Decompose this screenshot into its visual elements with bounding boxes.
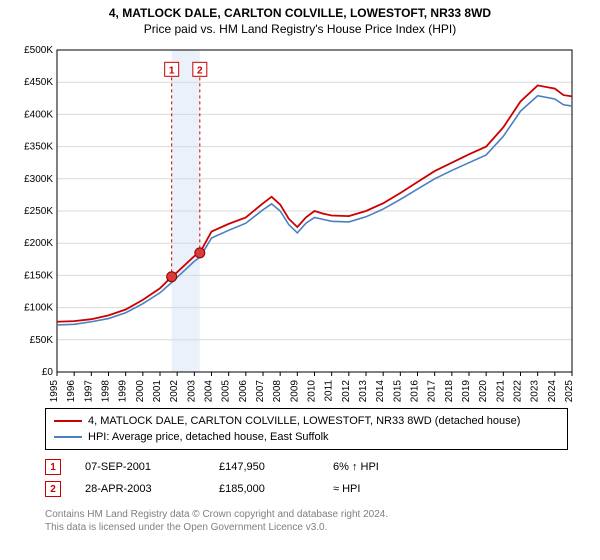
svg-text:2021: 2021 xyxy=(495,380,506,402)
transaction-date: 07-SEP-2001 xyxy=(85,461,195,473)
svg-text:2019: 2019 xyxy=(461,380,472,402)
svg-text:2: 2 xyxy=(197,65,203,76)
legend-label: 4, MATLOCK DALE, CARLTON COLVILLE, LOWES… xyxy=(88,415,520,427)
svg-text:2020: 2020 xyxy=(478,380,489,402)
svg-text:1997: 1997 xyxy=(83,380,94,402)
chart-title: 4, MATLOCK DALE, CARLTON COLVILLE, LOWES… xyxy=(0,6,600,20)
legend-swatch xyxy=(54,436,82,438)
svg-text:1996: 1996 xyxy=(66,380,77,402)
disclaimer-line: This data is licensed under the Open Gov… xyxy=(45,521,568,534)
svg-text:£200K: £200K xyxy=(24,238,53,249)
svg-text:2005: 2005 xyxy=(221,380,232,402)
svg-text:£400K: £400K xyxy=(24,109,53,120)
chart-svg: £0 £50K £100K £150K £200K £250K £300K £350K £400… xyxy=(12,42,588,402)
svg-text:£350K: £350K xyxy=(24,142,53,153)
svg-text:2000: 2000 xyxy=(135,380,146,402)
transaction-price: £185,000 xyxy=(219,483,309,495)
svg-text:2017: 2017 xyxy=(427,380,438,402)
svg-text:1995: 1995 xyxy=(49,380,60,402)
svg-text:£250K: £250K xyxy=(24,206,53,217)
svg-text:£0: £0 xyxy=(42,367,54,378)
svg-text:2004: 2004 xyxy=(204,380,215,402)
svg-text:2018: 2018 xyxy=(444,380,455,402)
transaction-date: 28-APR-2003 xyxy=(85,483,195,495)
transaction-marker: 2 xyxy=(45,481,61,497)
transaction-pct: 6% ↑ HPI xyxy=(333,461,423,473)
legend-label: HPI: Average price, detached house, East… xyxy=(88,431,329,443)
transaction-marker-id: 2 xyxy=(50,484,56,495)
svg-text:2015: 2015 xyxy=(392,380,403,402)
legend-item: HPI: Average price, detached house, East… xyxy=(54,429,559,445)
svg-text:2002: 2002 xyxy=(169,380,180,402)
transaction-row: 1 07-SEP-2001 £147,950 6% ↑ HPI xyxy=(45,456,568,478)
svg-text:£300K: £300K xyxy=(24,174,53,185)
svg-text:2012: 2012 xyxy=(341,380,352,402)
disclaimer-line: Contains HM Land Registry data © Crown c… xyxy=(45,508,568,521)
svg-text:1: 1 xyxy=(169,65,175,76)
legend-swatch xyxy=(54,420,82,422)
svg-text:£100K: £100K xyxy=(24,303,53,314)
transaction-row: 2 28-APR-2003 £185,000 ≈ HPI xyxy=(45,478,568,500)
svg-text:£150K: £150K xyxy=(24,270,53,281)
svg-text:2014: 2014 xyxy=(375,380,386,402)
transaction-pct: ≈ HPI xyxy=(333,483,423,495)
legend: 4, MATLOCK DALE, CARLTON COLVILLE, LOWES… xyxy=(45,408,568,450)
svg-text:2003: 2003 xyxy=(186,380,197,402)
svg-text:1999: 1999 xyxy=(118,380,129,402)
titles: 4, MATLOCK DALE, CARLTON COLVILLE, LOWES… xyxy=(0,0,600,36)
svg-text:2025: 2025 xyxy=(564,380,575,402)
svg-text:2024: 2024 xyxy=(547,380,558,402)
plot-area: £0 £50K £100K £150K £200K £250K £300K £350K £400… xyxy=(12,42,588,402)
svg-text:2009: 2009 xyxy=(289,380,300,402)
svg-text:2013: 2013 xyxy=(358,380,369,402)
legend-item: 4, MATLOCK DALE, CARLTON COLVILLE, LOWES… xyxy=(54,413,559,429)
disclaimer: Contains HM Land Registry data © Crown c… xyxy=(45,508,568,534)
svg-text:2011: 2011 xyxy=(324,380,335,402)
svg-text:2008: 2008 xyxy=(272,380,283,402)
svg-text:1998: 1998 xyxy=(101,380,112,402)
chart-subtitle: Price paid vs. HM Land Registry's House … xyxy=(0,22,600,36)
svg-text:2023: 2023 xyxy=(530,380,541,402)
svg-text:2016: 2016 xyxy=(410,380,421,402)
svg-text:2006: 2006 xyxy=(238,380,249,402)
transaction-marker: 1 xyxy=(45,459,61,475)
svg-text:£50K: £50K xyxy=(30,335,54,346)
svg-text:£500K: £500K xyxy=(24,45,53,56)
page-root: 4, MATLOCK DALE, CARLTON COLVILLE, LOWES… xyxy=(0,0,600,560)
svg-text:2007: 2007 xyxy=(255,380,266,402)
svg-text:2022: 2022 xyxy=(513,380,524,402)
svg-text:£450K: £450K xyxy=(24,77,53,88)
transaction-price: £147,950 xyxy=(219,461,309,473)
svg-text:2001: 2001 xyxy=(152,380,163,402)
transaction-marker-id: 1 xyxy=(50,462,56,473)
transactions-table: 1 07-SEP-2001 £147,950 6% ↑ HPI 2 28-APR… xyxy=(45,456,568,500)
svg-text:2010: 2010 xyxy=(307,380,318,402)
